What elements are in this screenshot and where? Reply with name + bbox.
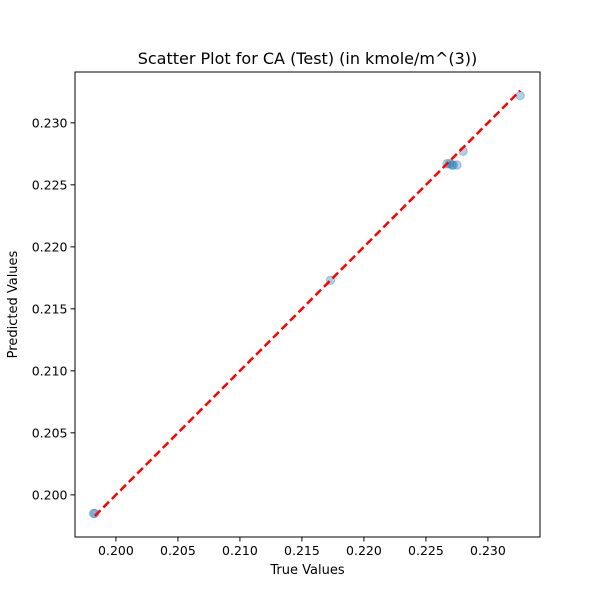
plot-frame [74,71,541,538]
y-axis-ticks: 0.200 0.205 0.210 0.215 0.220 0.225 0.230 [32,115,75,502]
x-tick-label: 0.200 [98,543,134,558]
data-point [452,160,462,170]
y-tick-label: 0.205 [32,425,68,440]
y-tick-label: 0.220 [32,239,68,254]
reference-line [93,89,522,517]
x-tick-label: 0.215 [284,543,320,558]
y-tick-label: 0.225 [32,177,68,192]
y-tick-label: 0.200 [32,487,68,502]
data-point [515,90,525,101]
y-tick-label: 0.210 [32,363,68,378]
x-tick-label: 0.210 [222,543,258,558]
x-axis-ticks: 0.200 0.205 0.210 0.215 0.220 0.225 0.230 [98,537,506,558]
x-tick-label: 0.205 [160,543,196,558]
x-tick-label: 0.220 [346,543,382,558]
y-tick-label: 0.215 [32,301,68,316]
y-tick-label: 0.230 [32,115,68,130]
data-point [448,160,458,170]
x-tick-label: 0.230 [470,543,506,558]
plot-area [74,71,541,538]
x-tick-label: 0.225 [408,543,444,558]
x-axis-label: True Values [269,563,344,578]
chart-title: Scatter Plot for CA (Test) (in kmole/m^(… [138,49,478,68]
y-axis-label: Predicted Values [6,250,21,358]
data-point [447,160,457,170]
